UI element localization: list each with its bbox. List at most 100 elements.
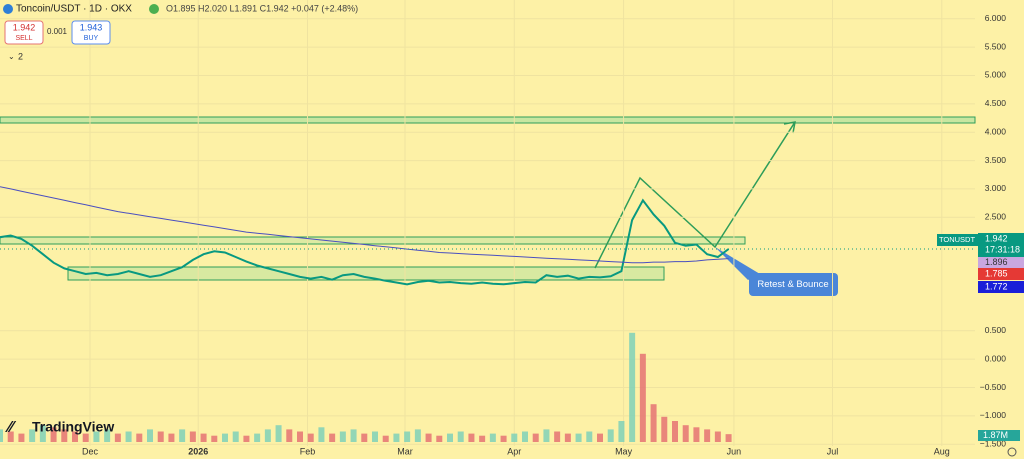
x-tick-label: Dec [82, 446, 99, 456]
volume-bar [468, 433, 475, 442]
price-line [0, 186, 729, 264]
pattern-lines [594, 121, 796, 269]
volume-bar [393, 433, 400, 442]
volume-bar [586, 431, 593, 442]
y-tick-label: 4.000 [985, 126, 1007, 136]
volume-bar [532, 433, 539, 442]
accumulation-zone [67, 266, 665, 281]
volume-bar [650, 404, 657, 442]
ma-tag [978, 281, 1024, 293]
volume-bar [318, 427, 325, 442]
volume-bar [564, 433, 571, 442]
volume-bar [725, 434, 732, 442]
volume-bar [147, 429, 153, 442]
resistance-zone [0, 116, 976, 124]
y-tick-label: 3.000 [985, 183, 1007, 193]
sell-price: 1.942 [13, 22, 36, 32]
coin-icon [3, 4, 13, 14]
volume-bar [93, 431, 100, 442]
volume-bar [489, 433, 496, 442]
collapse-icon[interactable]: ⌄ [8, 52, 15, 61]
volume-bar [114, 433, 121, 442]
y-tick-label: 3.500 [985, 155, 1007, 165]
volume-bar [39, 425, 46, 442]
volume-bar [447, 433, 453, 442]
volume-bar [200, 433, 207, 442]
y-tick-label: 5.000 [985, 70, 1007, 80]
status-dot [149, 4, 159, 14]
y-tick-label: −0.500 [980, 382, 1007, 392]
x-tick-label: May [615, 446, 633, 456]
x-tick-label: 2026 [188, 446, 208, 456]
buy-price: 1.943 [80, 22, 103, 32]
volume-bar [682, 425, 689, 442]
arrow-head [783, 121, 796, 134]
settings-icon[interactable] [1007, 447, 1017, 457]
logo-mark: ⁄⁄ [5, 419, 17, 436]
countdown: 17:31:18 [985, 244, 1020, 254]
volume-bar [72, 431, 78, 442]
volume-bar [350, 429, 357, 442]
volume-bar [575, 433, 582, 442]
volume-bar [264, 429, 271, 442]
indicator-count[interactable]: 2 [18, 51, 23, 61]
volume-bar [7, 431, 14, 442]
volume-bar [672, 421, 678, 442]
price-line [0, 198, 730, 286]
x-tick-label: Mar [397, 446, 413, 456]
last-price: 1.942 [985, 233, 1008, 243]
volume-bar [232, 431, 239, 442]
volume-bar [554, 431, 561, 442]
volume-bar [50, 427, 57, 442]
volume-bar [211, 435, 218, 442]
volume-bar [189, 431, 196, 442]
volume-bar [286, 429, 293, 442]
volume-bar [61, 429, 68, 442]
volume-bar [179, 429, 186, 442]
volume-bar [522, 431, 528, 442]
volume-bar [297, 431, 303, 442]
volume-bar [275, 425, 282, 442]
volume-bar [639, 353, 646, 442]
ma-c: 1.772 [985, 281, 1008, 291]
volume-bar [82, 433, 89, 442]
x-tick-label: Aug [934, 446, 950, 456]
x-tick-label: Jun [727, 446, 742, 456]
sell-button[interactable] [4, 20, 44, 45]
volume-bar [597, 433, 603, 442]
logo: TradingView [32, 419, 114, 435]
volume-bar [479, 435, 486, 442]
volume-bar [436, 435, 443, 442]
symbol-tag [937, 234, 978, 246]
ma-tag [978, 268, 1024, 280]
volume-bar [500, 435, 507, 442]
y-tick-label: −1.000 [980, 410, 1007, 420]
plot: 6.000 5.500 5.000 4.500 4.000 3.500 3.000 2.500… [0, 0, 1006, 456]
y-tick-label: 0.500 [985, 325, 1007, 335]
volume-bar [372, 431, 378, 442]
y-tick-label: 6.000 [985, 13, 1007, 23]
buy-button[interactable] [71, 20, 111, 45]
volume-bar [661, 416, 668, 442]
volume-bar [693, 427, 700, 442]
volume-bar [29, 429, 36, 442]
volume-bar [414, 429, 421, 442]
volume-label: 1.87M [983, 430, 1008, 440]
y-tick-label: −1.500 [980, 438, 1007, 448]
spread: 0.001 [47, 27, 68, 36]
volume-bar [543, 429, 550, 442]
note-pointer [715, 247, 760, 280]
volume-bar [607, 429, 614, 442]
note-box [749, 273, 838, 296]
volume-bar [404, 431, 411, 442]
volume-bar [329, 433, 336, 442]
volume-bar [361, 433, 368, 442]
ohlc: O1.895 H2.020 L1.891 C1.942 +0.047 (+2.4… [166, 3, 358, 13]
volume-tag [978, 430, 1020, 441]
volume-bar [339, 431, 346, 442]
volume-bar [457, 431, 464, 442]
y-tick-label: 2.500 [985, 212, 1007, 222]
volume-bar [157, 431, 164, 442]
ma-tag [978, 257, 1024, 268]
buy-label: BUY [84, 35, 99, 42]
